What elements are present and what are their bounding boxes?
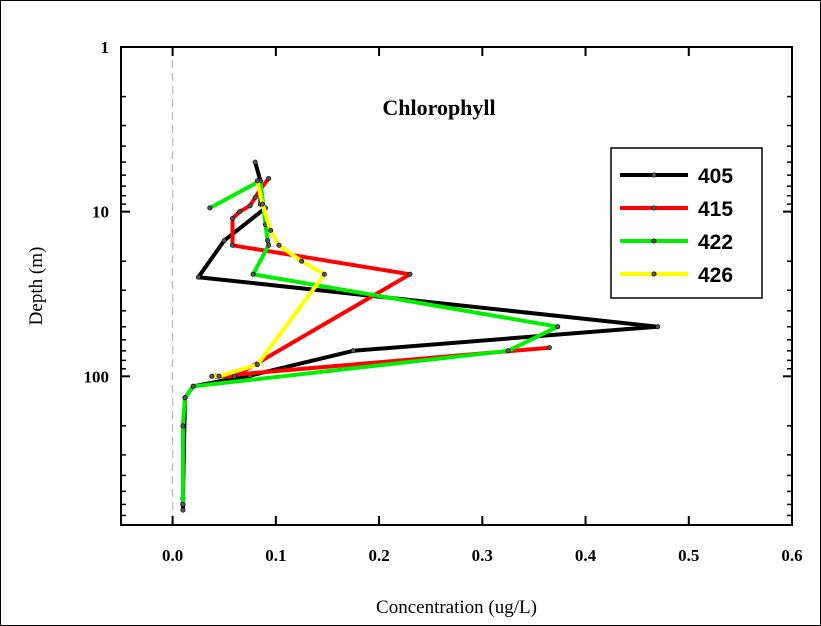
data-point [252,159,258,165]
data-point [229,215,235,221]
data-point [229,242,235,248]
data-point [180,423,186,429]
series-line-405 [180,161,660,511]
x-axis-label: Concentration (ug/L) [376,597,537,618]
x-tick-label: 0.6 [781,546,802,565]
data-point [266,176,272,182]
data-point [207,205,213,211]
data-point [254,178,260,184]
legend: 405 415 422 426 [610,147,763,299]
data-point [321,271,327,277]
axis-ticks: 0.0 0.1 0.2 0.3 0.4 0.5 0.6 1 10 100 [84,38,803,565]
series-426 [209,178,327,379]
data-point [407,271,413,277]
legend-marker [651,271,657,277]
data-point [268,227,274,233]
data-point [252,194,258,200]
legend-label: 405 [698,165,733,188]
data-point [505,348,511,354]
data-point [266,242,272,248]
data-point [555,324,561,330]
data-point [265,238,271,244]
data-point [232,373,238,379]
data-point [209,373,215,379]
data-point [190,383,196,389]
x-tick-label: 0.0 [162,546,183,565]
data-point [182,395,188,401]
data-point [216,373,222,379]
x-tick-label: 0.4 [575,546,597,565]
data-point [237,209,243,215]
data-point [655,324,661,330]
x-tick-label: 0.1 [265,546,286,565]
data-point [546,345,552,351]
chart-title: Chlorophyll [382,95,495,120]
y-tick-label: 100 [84,367,110,386]
data-point [195,274,201,280]
legend-marker [651,172,657,178]
data-point [250,271,256,277]
data-point [259,201,265,207]
legend-label: 426 [698,264,733,287]
data-point [276,242,282,248]
data-point [180,507,186,513]
legend-label: 415 [698,198,733,221]
data-point [180,501,186,507]
data-point [254,362,260,368]
y-tick-label: 10 [92,203,109,222]
series-405 [180,159,661,513]
data-point [350,348,356,354]
series-415 [213,176,552,379]
legend-label: 422 [698,231,733,254]
y-axis-label: Depth (m) [26,247,47,326]
legend-marker [651,205,657,211]
data-point [247,203,253,209]
x-tick-label: 0.3 [472,546,493,565]
data-point [299,258,305,264]
x-tick-label: 0.2 [368,546,389,565]
x-tick-label: 0.5 [678,546,699,565]
legend-marker [651,238,657,244]
plot-area [120,46,793,526]
y-tick-label: 1 [101,38,110,57]
series-layer [180,159,661,513]
data-point [221,238,227,244]
